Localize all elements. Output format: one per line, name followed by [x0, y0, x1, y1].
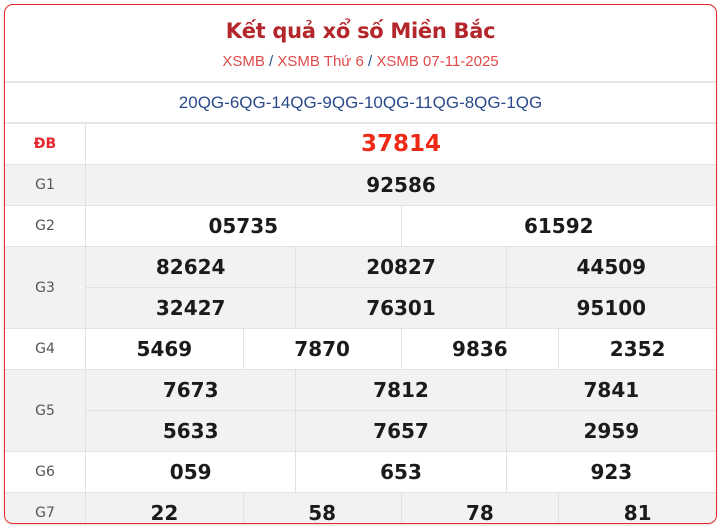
prize-number: 20827: [295, 247, 505, 287]
prize-number: 05735: [208, 214, 279, 238]
prize-number: 22: [150, 501, 179, 524]
prize-row-db: ĐB 37814: [5, 124, 716, 165]
prize-label: G3: [5, 247, 86, 328]
prize-number: 82624: [155, 255, 226, 279]
prize-label: G1: [5, 165, 86, 205]
prize-row-g6: G6 059 653 923: [5, 452, 716, 493]
prize-line: 5633 7657 2959: [86, 410, 716, 451]
prize-row-g2: G2 05735 61592: [5, 206, 716, 247]
results-card: Kết quả xổ số Miền Bắc XSMB / XSMB Thứ 6…: [4, 4, 717, 524]
breadcrumb-xsmb[interactable]: XSMB: [222, 53, 265, 70]
prize-number: 76301: [295, 288, 505, 328]
prize-number: 653: [295, 452, 505, 492]
prize-label: ĐB: [5, 124, 86, 164]
prize-number: 7673: [162, 378, 219, 402]
prize-number: 2959: [505, 411, 716, 451]
page-title: Kết quả xổ số Miền Bắc: [225, 19, 496, 43]
prize-line: 32427 76301 95100: [86, 287, 716, 328]
prize-number: 61592: [400, 206, 717, 246]
prize-number: 7870: [242, 329, 401, 369]
prize-label: G2: [5, 206, 86, 246]
prize-label: G6: [5, 452, 86, 492]
prize-line: 37814: [86, 124, 716, 164]
prize-line: 059 653 923: [86, 452, 716, 492]
prize-number: 923: [505, 452, 716, 492]
prize-label: G5: [5, 370, 86, 451]
prize-number: 78: [400, 493, 559, 523]
prize-number: 58: [242, 493, 401, 523]
prize-number: 95100: [505, 288, 716, 328]
prize-number: 7812: [295, 370, 505, 410]
prize-number: 37814: [360, 131, 442, 157]
prize-line: 5469 7870 9836 2352: [86, 329, 716, 369]
prize-number: 7841: [505, 370, 716, 410]
prize-number: 5469: [136, 337, 193, 361]
prize-number: 81: [558, 493, 716, 523]
prize-line: 22 58 78 81: [86, 493, 716, 524]
breadcrumb: XSMB / XSMB Thứ 6 / XSMB 07-11-2025: [222, 53, 499, 70]
header: Kết quả xổ số Miền Bắc XSMB / XSMB Thứ 6…: [5, 5, 716, 83]
special-codes: 20QG-6QG-14QG-9QG-10QG-11QG-8QG-1QG: [5, 83, 716, 124]
prize-row-g7: G7 22 58 78 81: [5, 493, 716, 524]
breadcrumb-xsmb-date[interactable]: XSMB 07-11-2025: [376, 53, 499, 70]
prize-number: 2352: [558, 329, 716, 369]
prize-line: 7673 7812 7841: [86, 370, 716, 410]
prize-number: 059: [169, 460, 212, 484]
prize-row-g3: G3 82624 20827 44509 32427 76301 95100: [5, 247, 716, 329]
prize-line: 92586: [86, 165, 716, 205]
prize-number: 5633: [162, 419, 219, 443]
prize-row-g1: G1 92586: [5, 165, 716, 206]
breadcrumb-xsmb-weekday[interactable]: XSMB Thứ 6: [277, 53, 364, 70]
results-table: ĐB 37814 G1 92586 G2 05735 61592 G3 82624 20827 44…: [5, 124, 716, 524]
prize-line: 05735 61592: [86, 206, 716, 246]
prize-number: 92586: [366, 173, 436, 197]
prize-number: 32427: [155, 296, 226, 320]
prize-line: 82624 20827 44509: [86, 247, 716, 287]
prize-number: 7657: [295, 411, 505, 451]
prize-row-g5: G5 7673 7812 7841 5633 7657 2959: [5, 370, 716, 452]
prize-label: G4: [5, 329, 86, 369]
prize-number: 44509: [505, 247, 716, 287]
prize-number: 9836: [400, 329, 559, 369]
prize-label: G7: [5, 493, 86, 523]
prize-row-g4: G4 5469 7870 9836 2352: [5, 329, 716, 370]
